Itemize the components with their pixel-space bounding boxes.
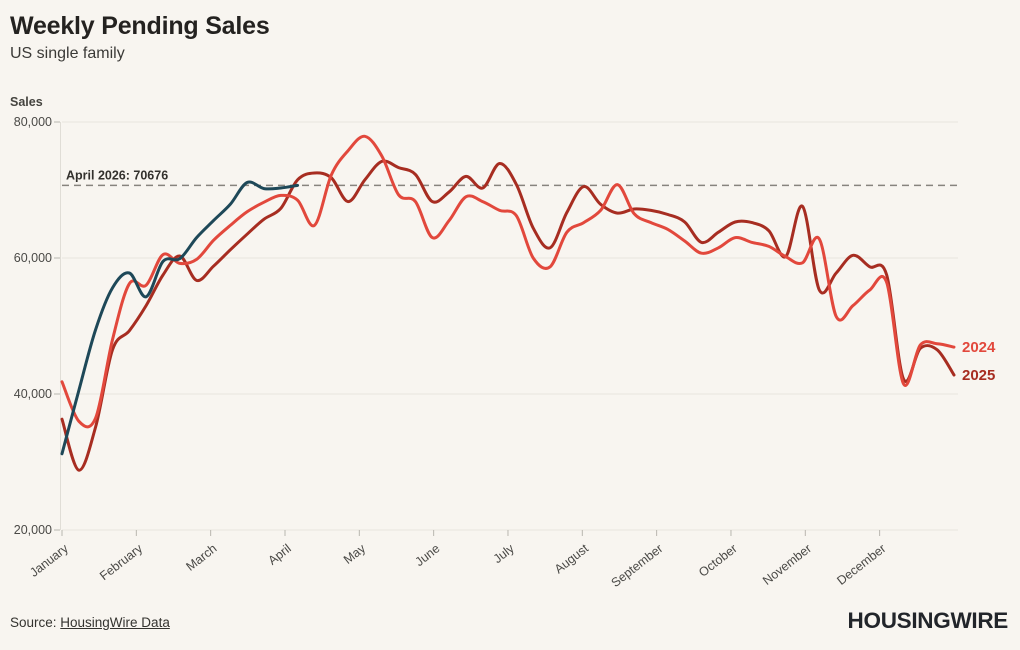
x-tick-label-april: April	[266, 541, 294, 567]
y-tick-label-40000: 40,000	[14, 387, 52, 401]
annotation-label: April 2026: 70676	[66, 168, 168, 182]
source-link[interactable]: HousingWire Data	[60, 615, 170, 630]
y-axis-title: Sales	[10, 95, 43, 109]
housingwire-logo: HOUSINGWIRE	[847, 608, 1009, 633]
y-tick-label-60000: 60,000	[14, 251, 52, 265]
page-subtitle: US single family	[10, 45, 125, 62]
series-line-2025	[60, 159, 956, 472]
x-tick-label-january: January	[27, 541, 71, 580]
y-tick-label-20000: 20,000	[14, 523, 52, 537]
x-tick-label-may: May	[341, 541, 369, 567]
x-tick-label-december: December	[834, 541, 888, 588]
series-end-label-2025: 2025	[962, 367, 995, 384]
x-tick-label-august: August	[552, 541, 592, 576]
series-end-label-2024: 2024	[962, 339, 996, 356]
y-tick-label-80000: 80,000	[14, 115, 52, 129]
source-line: Source: HousingWire Data	[10, 615, 170, 630]
page-title: Weekly Pending Sales	[10, 12, 270, 40]
series-line-2026	[60, 180, 300, 456]
x-tick-label-october: October	[696, 541, 740, 579]
x-tick-label-february: February	[97, 541, 146, 583]
x-tick-label-september: September	[609, 541, 666, 590]
x-tick-label-june: June	[413, 541, 443, 569]
x-tick-label-november: November	[760, 541, 814, 588]
x-tick-label-july: July	[491, 541, 518, 566]
x-tick-label-march: March	[184, 541, 220, 573]
source-prefix: Source:	[10, 615, 61, 630]
series-line-2024	[60, 134, 956, 429]
